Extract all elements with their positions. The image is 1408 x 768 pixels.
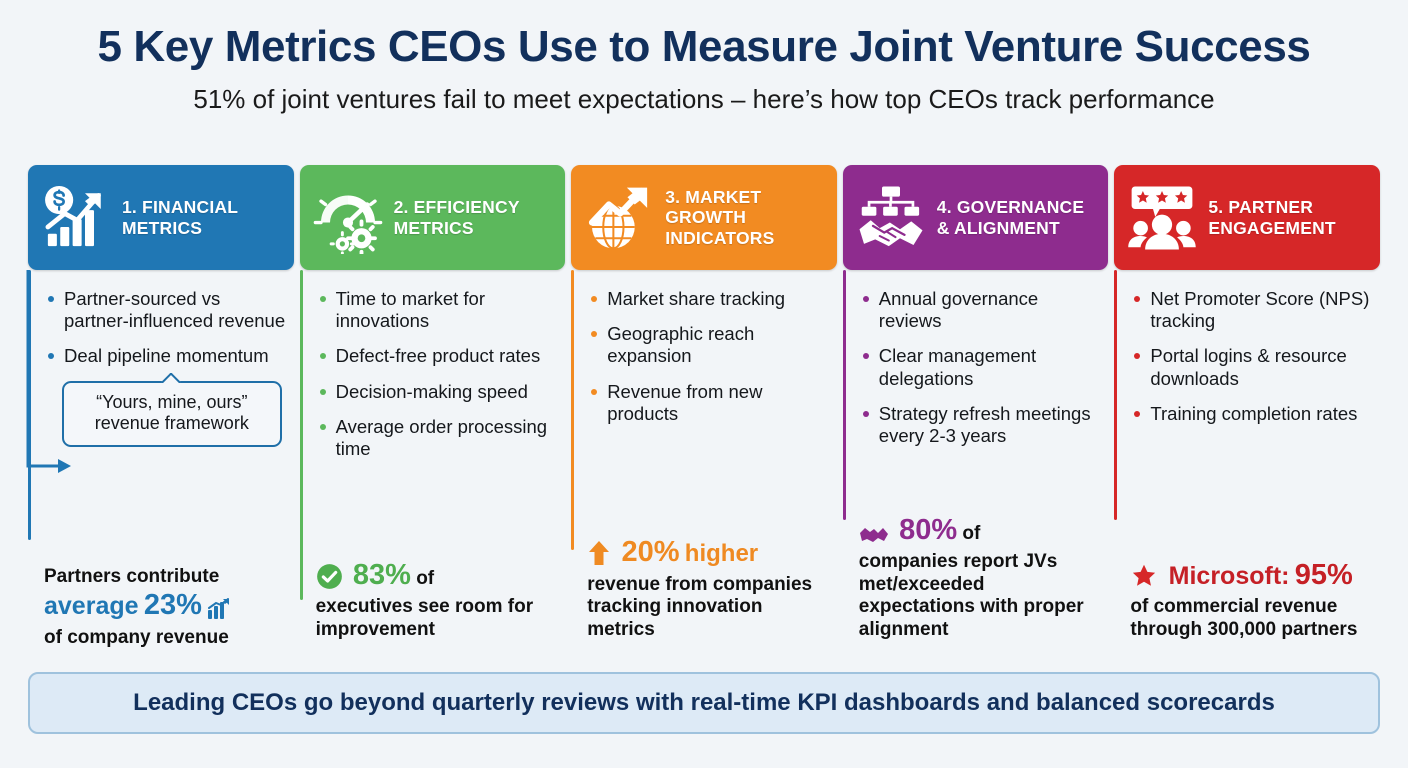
card-header-partner: 5. PARTNER ENGAGEMENT — [1114, 165, 1380, 270]
stat-value-market: 20% — [621, 536, 680, 569]
card-header-market: 3. MARKET GROWTH INDICATORS — [571, 165, 837, 270]
bullet-list-efficiency: Time to market for innovations Defect-fr… — [316, 288, 560, 460]
bullet-list-partner: Net Promoter Score (NPS) tracking Portal… — [1130, 288, 1374, 425]
stat-suffix-governance: of — [962, 522, 981, 544]
card-body-market: Market share tracking Geographic reach e… — [571, 270, 837, 655]
speedometer-gears-icon — [312, 182, 384, 257]
list-item: Market share tracking — [587, 288, 831, 310]
accent-rail-partner — [1114, 270, 1118, 520]
stat-value-efficiency: 83% — [352, 558, 411, 591]
accent-rail-financial — [28, 270, 31, 540]
check-circle-icon — [316, 563, 343, 596]
bullet-list-market: Market share tracking Geographic reach e… — [587, 288, 831, 425]
metric-columns: 1. FINANCIAL METRICS Partner-sourced vs … — [26, 165, 1380, 655]
stat-suffix-efficiency: of — [416, 567, 435, 589]
card-title-efficiency: 2. EFFICIENCY METRICS — [393, 196, 520, 238]
list-item: Revenue from new products — [587, 381, 831, 425]
stat-partner: Microsoft: 95% of commercial revenue thr… — [1130, 558, 1376, 641]
list-item: Training completion rates — [1130, 403, 1374, 425]
metric-column-governance: 4. GOVERNANCE & ALIGNMENT Annual governa… — [842, 165, 1109, 655]
handshake-icon — [859, 523, 889, 551]
bullet-list-governance: Annual governance reviews Clear manageme… — [859, 288, 1103, 447]
card-body-financial: Partner-sourced vs partner-influenced re… — [26, 270, 294, 655]
stat-value-financial: 23% — [143, 589, 202, 622]
stat-value-governance: 80% — [899, 513, 958, 546]
list-item: Strategy refresh meetings every 2-3 year… — [859, 403, 1103, 447]
dollar-bar-chart-growth-icon — [40, 182, 112, 254]
stat-efficiency: 83% of executives see room for improveme… — [316, 558, 562, 641]
bullet-list-financial: Partner-sourced vs partner-influenced re… — [44, 288, 288, 368]
stat-tail-market: revenue from companies tracking innovati… — [587, 573, 813, 640]
page-subtitle: 51% of joint ventures fail to meet expec… — [193, 84, 1215, 114]
metric-column-efficiency: 2. EFFICIENCY METRICS Time to market for… — [299, 165, 566, 655]
list-item: Portal logins & resource downloads — [1130, 345, 1374, 389]
bar-chart-up-icon — [207, 598, 231, 626]
callout-text: “Yours, mine, ours” revenue framework — [94, 391, 249, 434]
list-item: Defect-free product rates — [316, 345, 560, 367]
accent-rail-market — [571, 270, 575, 550]
up-arrow-icon — [587, 539, 611, 573]
org-chart-handshake-icon — [855, 182, 927, 254]
stat-suffix-market: higher — [684, 540, 759, 568]
stat-tail-governance: companies report JVs met/exceeded expect… — [858, 551, 1084, 640]
stat-tail-efficiency: executives see room for improvement — [315, 596, 534, 640]
footer-text: Leading CEOs go beyond quarterly reviews… — [133, 689, 1275, 716]
stat-market: 20% higher revenue from companies tracki… — [587, 535, 833, 641]
list-item: Partner-sourced vs partner-influenced re… — [44, 288, 288, 332]
stars-review-people-icon — [1126, 182, 1198, 254]
accent-rail-governance — [842, 270, 846, 520]
footer-banner: Leading CEOs go beyond quarterly reviews… — [28, 672, 1380, 734]
list-item: Decision-making speed — [316, 381, 560, 403]
stat-label-partner: Microsoft: — [1168, 561, 1290, 590]
stat-financial: Partners contribute average 23% — [44, 566, 290, 649]
stat-lead-financial: Partners contribute — [44, 565, 220, 587]
card-body-efficiency: Time to market for innovations Defect-fr… — [299, 270, 566, 655]
card-title-partner: 5. PARTNER ENGAGEMENT — [1208, 196, 1336, 238]
list-item: Annual governance reviews — [859, 288, 1103, 332]
callout-box-financial: “Yours, mine, ours” revenue framework — [62, 380, 282, 447]
metric-column-partner: 5. PARTNER ENGAGEMENT Net Promoter Score… — [1114, 165, 1380, 655]
card-header-efficiency: 2. EFFICIENCY METRICS — [299, 165, 566, 270]
page-title: 5 Key Metrics CEOs Use to Measure Joint … — [97, 22, 1311, 71]
card-body-partner: Net Promoter Score (NPS) tracking Portal… — [1114, 270, 1380, 655]
accent-rail-efficiency — [299, 270, 303, 600]
metric-column-financial: 1. FINANCIAL METRICS Partner-sourced vs … — [26, 165, 294, 655]
card-title-financial: 1. FINANCIAL METRICS — [122, 196, 238, 238]
list-item: Net Promoter Score (NPS) tracking — [1130, 288, 1374, 332]
card-header-governance: 4. GOVERNANCE & ALIGNMENT — [842, 165, 1109, 270]
star-icon — [1130, 563, 1158, 596]
stat-tail-financial: of company revenue — [44, 626, 229, 648]
card-title-market: 3. MARKET GROWTH INDICATORS — [665, 186, 775, 248]
list-item: Deal pipeline momentum — [44, 345, 288, 367]
stat-tail-partner: of commercial revenue through 300,000 pa… — [1130, 596, 1358, 640]
metric-column-market: 3. MARKET GROWTH INDICATORS Market share… — [571, 165, 837, 655]
globe-growth-arrow-icon — [583, 182, 655, 254]
stat-governance: 80% of companies report JVs met/exceeded… — [859, 513, 1105, 641]
list-item: Clear management delegations — [859, 345, 1103, 389]
list-item: Time to market for innovations — [316, 288, 560, 332]
list-item: Geographic reach expansion — [587, 323, 831, 367]
list-item: Average order processing time — [316, 416, 560, 460]
card-body-governance: Annual governance reviews Clear manageme… — [842, 270, 1109, 655]
stat-value-partner: 95% — [1294, 558, 1353, 591]
card-header-financial: 1. FINANCIAL METRICS — [28, 165, 294, 270]
stat-prefix-financial: average — [44, 592, 139, 621]
card-title-governance: 4. GOVERNANCE & ALIGNMENT — [936, 196, 1085, 238]
callout-pointer — [161, 373, 181, 383]
